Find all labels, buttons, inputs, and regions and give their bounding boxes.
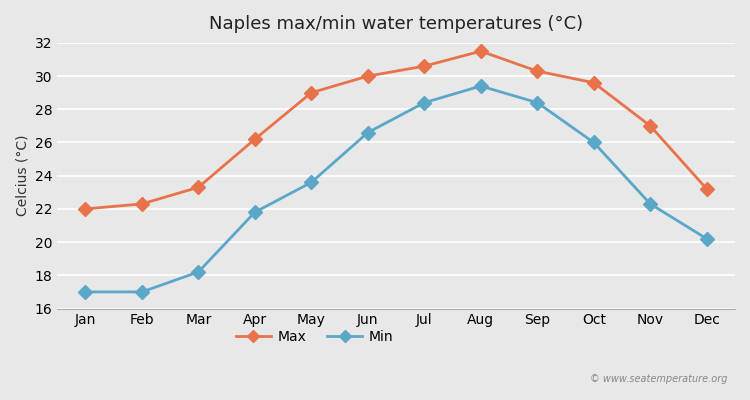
Y-axis label: Celcius (°C): Celcius (°C) [15, 135, 29, 216]
Text: © www.seatemperature.org: © www.seatemperature.org [590, 374, 728, 384]
Title: Naples max/min water temperatures (°C): Naples max/min water temperatures (°C) [209, 15, 584, 33]
Legend: Max, Min: Max, Min [230, 324, 399, 349]
